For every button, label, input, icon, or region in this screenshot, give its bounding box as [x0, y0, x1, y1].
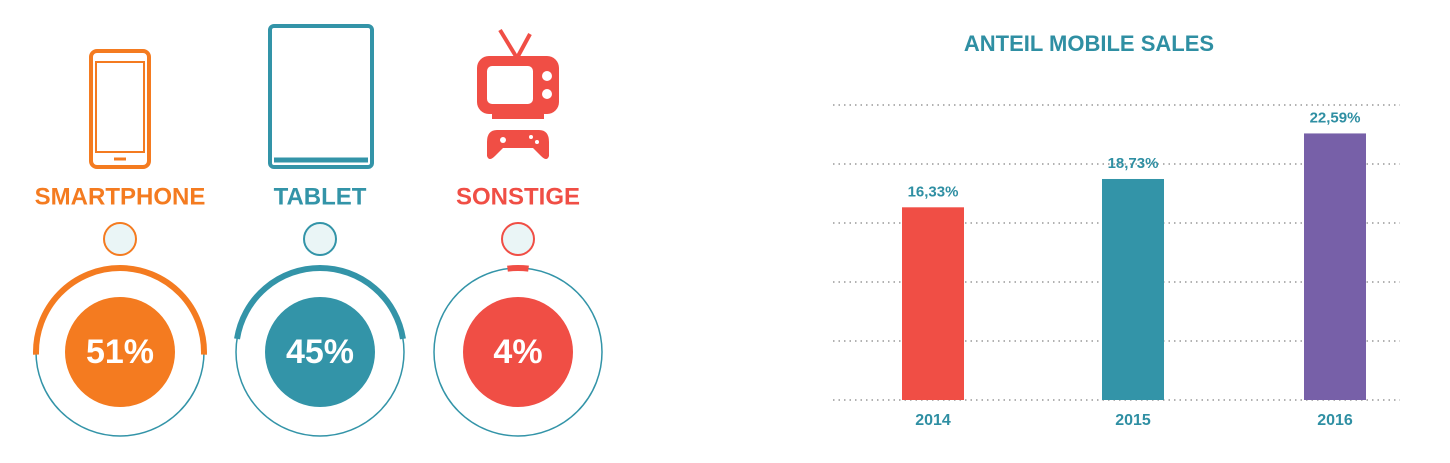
- gauge-center: [265, 297, 375, 407]
- bar-chart: ANTEIL MOBILE SALES 16,33% 2014 18,73% 2015 2…: [833, 31, 1400, 429]
- gauge-arc: [507, 264, 529, 272]
- tablet-icon: [268, 24, 374, 169]
- indicator-dot: [103, 222, 137, 256]
- gauges: SMARTPHONE 51% TABLET 45% SONSTIGE 4%: [33, 183, 603, 437]
- x-tick-label: 2015: [1115, 412, 1151, 429]
- value-label: 4%: [493, 333, 542, 371]
- value-label: 51%: [86, 333, 154, 371]
- smartphone-icon: [89, 49, 151, 169]
- category-label: SMARTPHONE: [35, 183, 206, 210]
- tv-icon: [477, 28, 559, 159]
- category-label: SONSTIGE: [456, 183, 580, 210]
- bar: [1304, 133, 1366, 401]
- indicator-dot: [501, 222, 535, 256]
- bar: [1102, 178, 1164, 400]
- gauge-arc: [234, 264, 406, 340]
- value-label: 16,33%: [908, 183, 959, 200]
- indicator-dot: [303, 222, 337, 256]
- chart-title: ANTEIL MOBILE SALES: [964, 31, 1214, 56]
- value-label: 45%: [286, 333, 354, 371]
- category-label: TABLET: [274, 183, 367, 210]
- bar: [902, 207, 964, 400]
- x-tick-label: 2014: [915, 412, 951, 429]
- gauge-center: [65, 297, 175, 407]
- gauge-center: [463, 297, 573, 407]
- value-label: 18,73%: [1108, 155, 1159, 172]
- gauge-arc: [33, 265, 207, 355]
- value-label: 22,59%: [1310, 109, 1361, 126]
- x-tick-label: 2016: [1317, 412, 1353, 429]
